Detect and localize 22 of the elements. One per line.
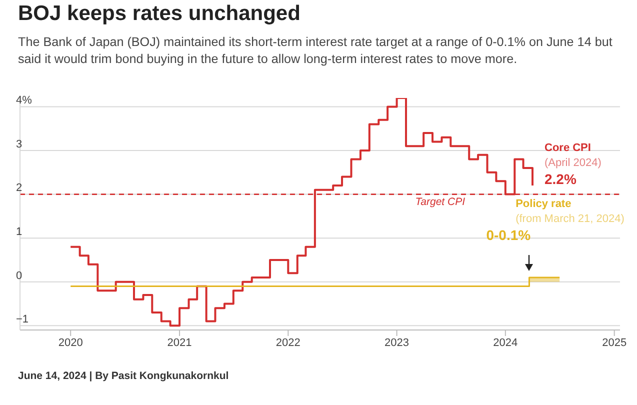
text: June 14, 2024 | By Pasit Kongkunakornkul bbox=[18, 370, 229, 382]
y-tick-label: 0 bbox=[16, 270, 22, 282]
x-tick-label: 2022 bbox=[276, 336, 300, 349]
ref-line-label: Target CPI bbox=[415, 196, 466, 208]
chart-subtitle: The Bank of Japan (BOJ) maintained its short-term interest rate target at a range of 0-0.1% on June 14 but said it would trim bond buying in the future to allow long-term interest rates to move more. bbox=[18, 34, 614, 68]
annotation: (April 2024) bbox=[544, 156, 602, 171]
annotation: (from March 21, 2024) bbox=[516, 212, 624, 228]
x-tick-label: 2024 bbox=[493, 336, 518, 349]
y-tick-label: 4% bbox=[16, 94, 32, 107]
annotation: 0-0.1% bbox=[486, 227, 531, 244]
annotation: 2.2% bbox=[544, 170, 576, 187]
x-tick-label: 2020 bbox=[58, 336, 83, 349]
x-tick-label: 2023 bbox=[384, 336, 410, 349]
x-tick-label: 2021 bbox=[167, 336, 192, 349]
y-tick-label: 3 bbox=[16, 138, 22, 150]
series-label: Core CPI bbox=[544, 140, 592, 156]
y-tick-label: 1 bbox=[16, 226, 22, 238]
text: Policy rate bbox=[516, 197, 572, 212]
y-tick-label: 2 bbox=[16, 182, 22, 194]
y-tick-label: −1 bbox=[16, 314, 29, 326]
x-tick-label: 2025 bbox=[602, 336, 627, 349]
chart-title: BOJ keeps rates unchanged bbox=[18, 2, 300, 26]
